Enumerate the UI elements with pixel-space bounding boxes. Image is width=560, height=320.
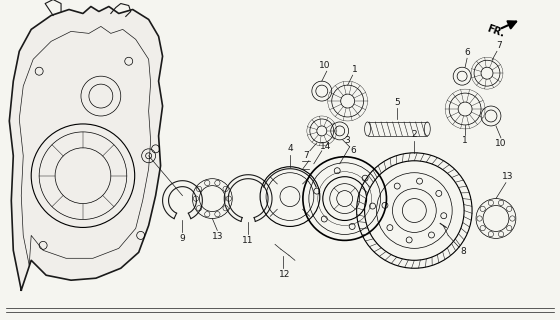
Text: 6: 6 [464,48,470,57]
Text: 4: 4 [287,144,293,153]
Text: 11: 11 [242,236,254,245]
Text: 9: 9 [180,234,185,243]
Text: 3: 3 [344,136,349,145]
Text: 1: 1 [352,65,357,74]
Text: 7: 7 [303,151,309,160]
Text: 13: 13 [212,232,223,241]
Text: 13: 13 [502,172,514,181]
Text: 1: 1 [462,136,468,145]
Text: 12: 12 [279,270,291,279]
Text: FR.: FR. [485,24,505,39]
Text: 2: 2 [412,130,417,140]
Text: 10: 10 [319,61,330,70]
Text: 14: 14 [320,142,332,151]
Polygon shape [10,6,162,290]
Text: 7: 7 [496,41,502,50]
Text: 5: 5 [395,98,400,107]
Text: 6: 6 [351,146,357,155]
Text: 8: 8 [460,247,466,256]
Text: 10: 10 [495,139,507,148]
